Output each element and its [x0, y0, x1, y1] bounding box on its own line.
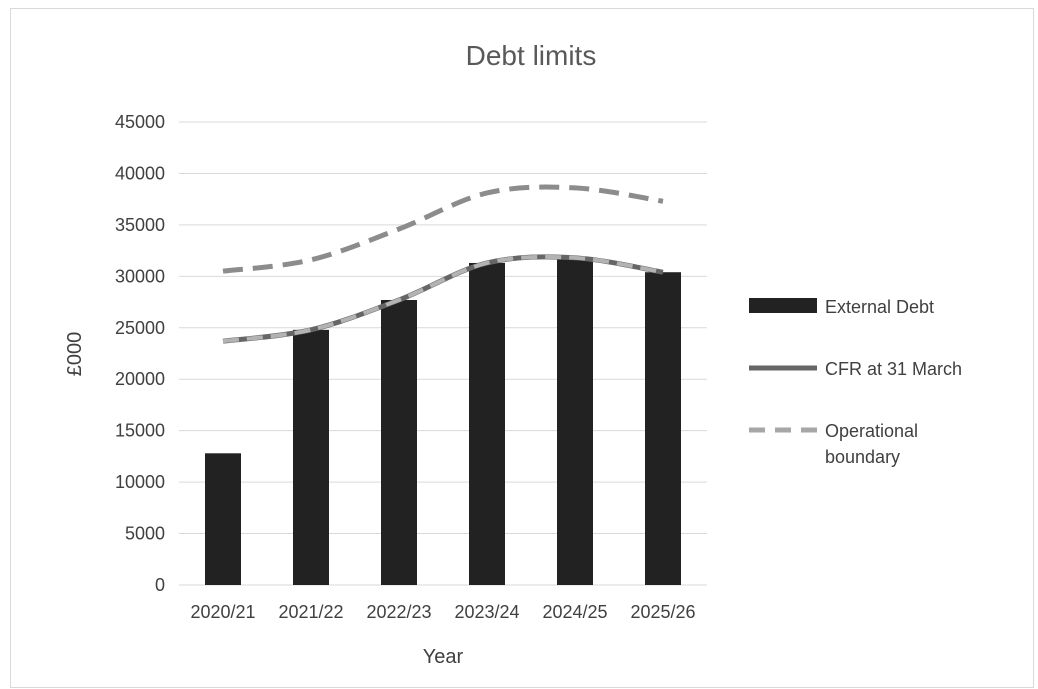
- y-tick-label: 20000: [115, 369, 165, 389]
- x-axis-label: Year: [423, 646, 464, 668]
- bars: [205, 257, 681, 585]
- chart-frame: Debt limits 0 5000 10000 15000 20000 25000 300…: [10, 8, 1034, 688]
- x-tick-label: 2025/26: [630, 602, 695, 622]
- y-axis-ticks: 0 5000 10000 15000 20000 25000 30000 35000 40000…: [115, 112, 165, 595]
- bar-external-debt: [469, 262, 505, 585]
- y-tick-label: 15000: [115, 421, 165, 441]
- bar-external-debt: [557, 257, 593, 585]
- legend-label: External Debt: [825, 297, 934, 317]
- y-tick-label: 35000: [115, 215, 165, 235]
- y-tick-label: 5000: [125, 524, 165, 544]
- y-tick-label: 30000: [115, 266, 165, 286]
- x-axis-ticks: 2020/21 2021/22 2022/23 2023/24 2024/25 2025/…: [190, 602, 695, 622]
- y-tick-label: 10000: [115, 472, 165, 492]
- legend-swatch-external-debt: [749, 298, 817, 313]
- legend: External Debt CFR at 31 March Operational b…: [749, 297, 962, 467]
- bar-external-debt: [645, 272, 681, 585]
- x-tick-label: 2023/24: [454, 602, 519, 622]
- gridlines: [179, 121, 707, 586]
- lines: [222, 184, 664, 344]
- y-axis-label: £000: [64, 332, 86, 377]
- legend-label: CFR at 31 March: [825, 359, 962, 379]
- x-tick-label: 2022/23: [366, 602, 431, 622]
- y-tick-label: 40000: [115, 163, 165, 183]
- y-tick-label: 25000: [115, 318, 165, 338]
- line-cfr: [222, 254, 664, 344]
- x-tick-label: 2020/21: [190, 602, 255, 622]
- x-tick-label: 2024/25: [542, 602, 607, 622]
- y-tick-label: 0: [155, 575, 165, 595]
- x-tick-label: 2021/22: [278, 602, 343, 622]
- line-cfr-overlay: [222, 254, 664, 344]
- bar-external-debt: [293, 329, 329, 585]
- bar-external-debt: [205, 453, 241, 585]
- y-tick-label: 45000: [115, 112, 165, 132]
- chart-title: Debt limits: [466, 40, 597, 71]
- line-operational-boundary: [222, 184, 664, 274]
- bar-external-debt: [381, 299, 417, 585]
- legend-label: Operational: [825, 421, 918, 441]
- legend-label-line2: boundary: [825, 447, 900, 467]
- debt-limits-chart: Debt limits 0 5000 10000 15000 20000 25000 300…: [64, 40, 962, 668]
